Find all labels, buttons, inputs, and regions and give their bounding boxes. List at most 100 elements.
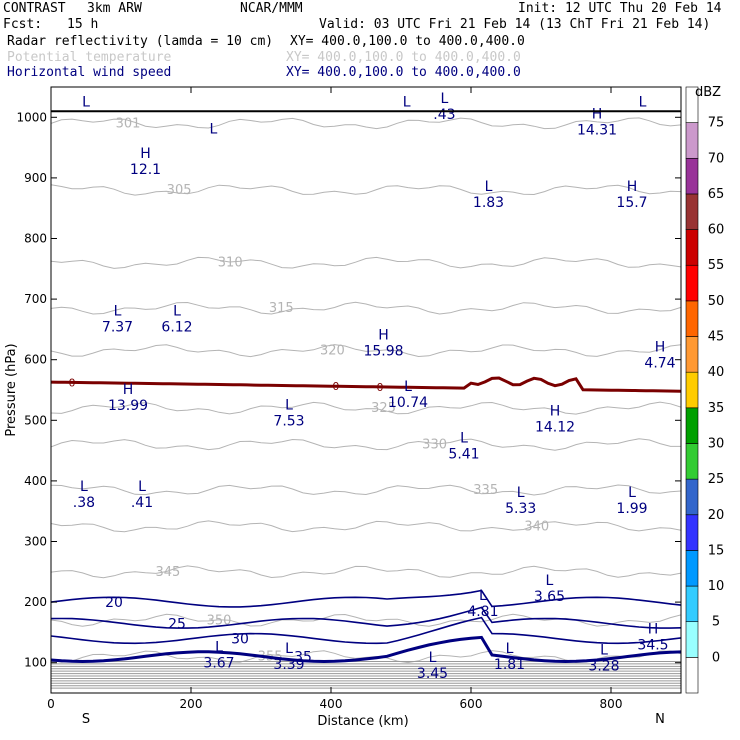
low-marker: L [404,379,412,395]
colorbar-level-label: 25 [708,472,725,487]
colorbar-unit: dBZ [695,85,721,100]
extremum-value: 5.41 [448,447,479,463]
colorbar-swatch [685,550,699,587]
low-marker: L [285,397,293,413]
init-time: Init: 12 UTC Thu 20 Feb 14 [518,1,722,16]
x-end-label-south: S [82,712,90,727]
freezing-line-path [51,376,681,393]
colorbar-swatch [685,229,699,266]
low-marker: L [440,91,448,107]
fcst-value: 15 h [67,17,99,32]
high-marker: H [592,106,603,122]
extremum-value: .43 [433,107,455,123]
colorbar-level-label: 60 [708,223,725,238]
low-marker: L [517,485,525,501]
low-marker: L [485,179,493,195]
high-marker: H [123,382,134,398]
y-tick-label: 300 [24,535,47,549]
field-name-reflectivity: Radar reflectivity (lamda = 10 cm) [7,34,274,49]
low-marker: L [209,122,217,138]
theta-contour-line [51,565,681,579]
low-marker: L [173,303,181,319]
x-tick-label: 600 [460,697,483,711]
theta-contour-line [51,438,681,451]
extremum-value: 3.67 [203,656,234,672]
y-tick-label: 700 [24,292,47,306]
fcst-label: Fcst: [3,17,43,32]
wind-contour-label: 30 [231,631,249,647]
colorbar: 0 5 10 15 20 25 30 35 40 45 50 55 60 65 70 75 [685,86,725,694]
model-name: CONTRAST [3,1,66,16]
y-tick-label: 100 [24,656,47,670]
colorbar-level-label: 35 [708,401,725,416]
field-xy-wind: XY= 400.0,100.0 to 400.0,400.0 [286,65,521,80]
extremum-value: 1.99 [616,501,647,517]
wind-contour-label: 35 [294,650,312,666]
extremum-value: 14.31 [577,122,617,138]
theta-contour-line [51,344,681,358]
field-xy-theta: XY= 400.0,100.0 to 400.0,400.0 [286,50,521,65]
low-marker: L [80,479,88,495]
colorbar-swatch [685,371,699,409]
theta-contour-label: 325 [371,401,396,416]
low-marker: L [545,573,553,589]
field-xy-reflectivity: XY= 400.0,100.0 to 400.0,400.0 [290,34,525,49]
colorbar-level-label: 0 [712,650,720,665]
extremum-value: 6.12 [161,319,192,335]
wind-contour-line [51,635,681,664]
x-tick-label: 800 [600,697,623,711]
theta-contour-label: 350 [207,613,232,628]
high-marker: H [648,621,659,637]
low-marker: L [506,641,514,657]
extremum-value: 14.12 [535,419,575,435]
freezing-line-label: 0 [377,381,384,394]
freezing-line-label: 0 [332,380,339,393]
x-end-label-north: N [655,712,665,727]
low-marker: L [114,303,122,319]
high-marker: H [378,328,389,344]
y-tick-label: 400 [24,474,47,488]
x-tick-label: 200 [180,697,203,711]
colorbar-swatch [685,336,699,373]
field-name-wind: Horizontal wind speed [7,65,172,80]
colorbar-swatch [685,621,699,658]
theta-contour-label: 330 [422,438,447,453]
high-marker: H [550,403,561,419]
wind-contour-label: 25 [168,616,186,632]
freezing-line-label: 0 [69,376,76,389]
colorbar-swatch [685,264,699,302]
extremum-value: 1.83 [473,195,504,211]
theta-contour-line [51,301,681,315]
colorbar-level-label: 65 [708,187,725,202]
colorbar-swatch [685,443,699,480]
theta-contour-line [51,117,681,130]
theta-contour-label: 310 [218,256,243,271]
theta-contour-label: 301 [116,116,141,131]
model-run: 3km ARW [87,1,142,16]
x-tick-label: 400 [320,697,343,711]
colorbar-level-label: 45 [708,330,725,345]
extremum-value: 4.74 [644,356,675,372]
colorbar-level-label: 30 [708,436,725,451]
plot-header: CONTRAST 3km ARW NCAR/MMM Init: 12 UTC T… [0,0,740,85]
colorbar-level-label: 5 [712,615,720,630]
extremum-value: 1.81 [494,657,525,673]
plot-frame [50,86,682,694]
wind-contours: 20 25 30 35 [51,589,681,666]
low-marker: L [138,479,146,495]
theta-contour-line [51,184,681,196]
colorbar-level-label: 55 [708,258,725,273]
colorbar-level-label: 10 [708,579,725,594]
extremum-value: 15.7 [616,195,647,211]
colorbar-swatch [685,585,699,623]
colorbar-level-label: 15 [708,543,725,558]
colorbar-level-label: 75 [708,116,725,131]
extremum-value: 34.5 [637,637,668,653]
extremum-value: 3.65 [534,589,565,605]
high-marker: H [655,340,666,356]
low-marker: L [82,94,90,110]
low-marker: L [639,94,647,110]
extremum-value: 5.33 [505,501,536,517]
